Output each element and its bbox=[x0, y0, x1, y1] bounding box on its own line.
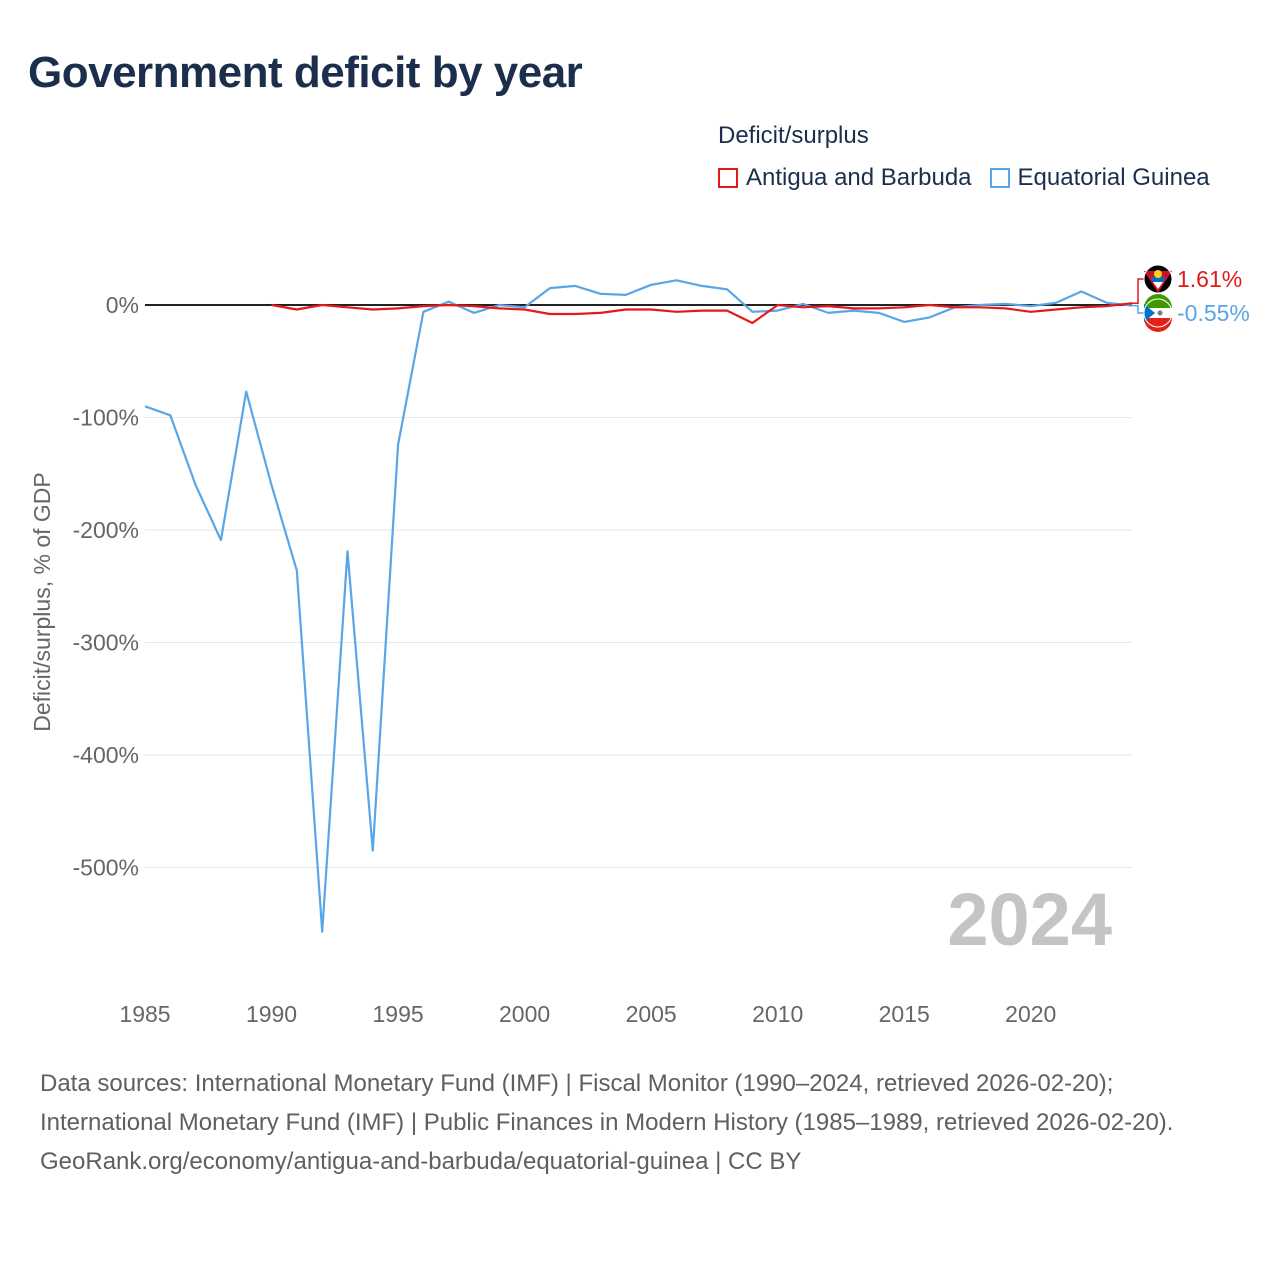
grid-layer: 0% -100% -200% -300% -400% -500% 1985 1990 1995 2… bbox=[73, 292, 1132, 1027]
end-connector-antigua-and-barbuda bbox=[1132, 278, 1144, 304]
y-tick-label: 0% bbox=[106, 292, 139, 318]
x-tick-label: 1995 bbox=[372, 1001, 423, 1027]
legend-item-equatorial-guinea[interactable]: Equatorial Guinea bbox=[989, 164, 1210, 192]
data-sources: Data sources: International Monetary Fun… bbox=[40, 1070, 1174, 1136]
x-tick-label: 2010 bbox=[752, 1001, 803, 1027]
source-credit: GeoRank.org/economy/antigua-and-barbuda/… bbox=[40, 1148, 802, 1175]
x-tick-label: 2005 bbox=[626, 1001, 677, 1027]
legend-swatch-antigua bbox=[718, 168, 738, 188]
legend: Deficit/surplus Antigua and Barbuda Equa… bbox=[718, 122, 1228, 192]
series-layer bbox=[144, 279, 1133, 933]
end-label-equatorial-guinea: -0.55% bbox=[1177, 300, 1250, 326]
year-watermark: 2024 bbox=[947, 878, 1112, 961]
legend-title: Deficit/surplus bbox=[718, 122, 869, 149]
legend-item-antigua-and-barbuda[interactable]: Antigua and Barbuda bbox=[718, 164, 972, 192]
x-tick-label: 2015 bbox=[879, 1001, 930, 1027]
end-label-antigua-and-barbuda: 1.61% bbox=[1177, 266, 1242, 292]
y-tick-label: -400% bbox=[73, 742, 139, 768]
y-tick-label: -100% bbox=[73, 405, 139, 431]
flag-equatorial-guinea-icon bbox=[1143, 294, 1173, 332]
end-connector-equatorial-guinea bbox=[1132, 304, 1144, 314]
y-tick-label: -300% bbox=[73, 630, 139, 656]
series-line-antigua-and-barbuda bbox=[271, 302, 1133, 325]
y-tick-label: -500% bbox=[73, 855, 139, 881]
x-tick-label: 2000 bbox=[499, 1001, 550, 1027]
x-tick-label: 1990 bbox=[246, 1001, 297, 1027]
line-chart: 0% -100% -200% -300% -400% -500% 1985 1990 1995 2… bbox=[29, 264, 1250, 1027]
x-tick-label: 2020 bbox=[1005, 1001, 1056, 1027]
legend-label-equatorial-guinea: Equatorial Guinea bbox=[1017, 164, 1210, 191]
x-tick-label: 1985 bbox=[119, 1001, 170, 1027]
marker-layer: 1.61% -0.55% bbox=[1132, 264, 1250, 332]
legend-swatch-equatorial-guinea bbox=[989, 168, 1010, 188]
legend-label-antigua: Antigua and Barbuda bbox=[746, 164, 972, 191]
footer: Data sources: International Monetary Fun… bbox=[40, 1064, 1240, 1181]
flag-antigua-and-barbuda-icon bbox=[1143, 264, 1173, 294]
y-tick-label: -200% bbox=[73, 517, 139, 543]
series-line-equatorial-guinea bbox=[144, 279, 1133, 933]
y-axis-label: Deficit/surplus, % of GDP bbox=[29, 472, 55, 731]
chart-title: Government deficit by year bbox=[28, 48, 583, 97]
